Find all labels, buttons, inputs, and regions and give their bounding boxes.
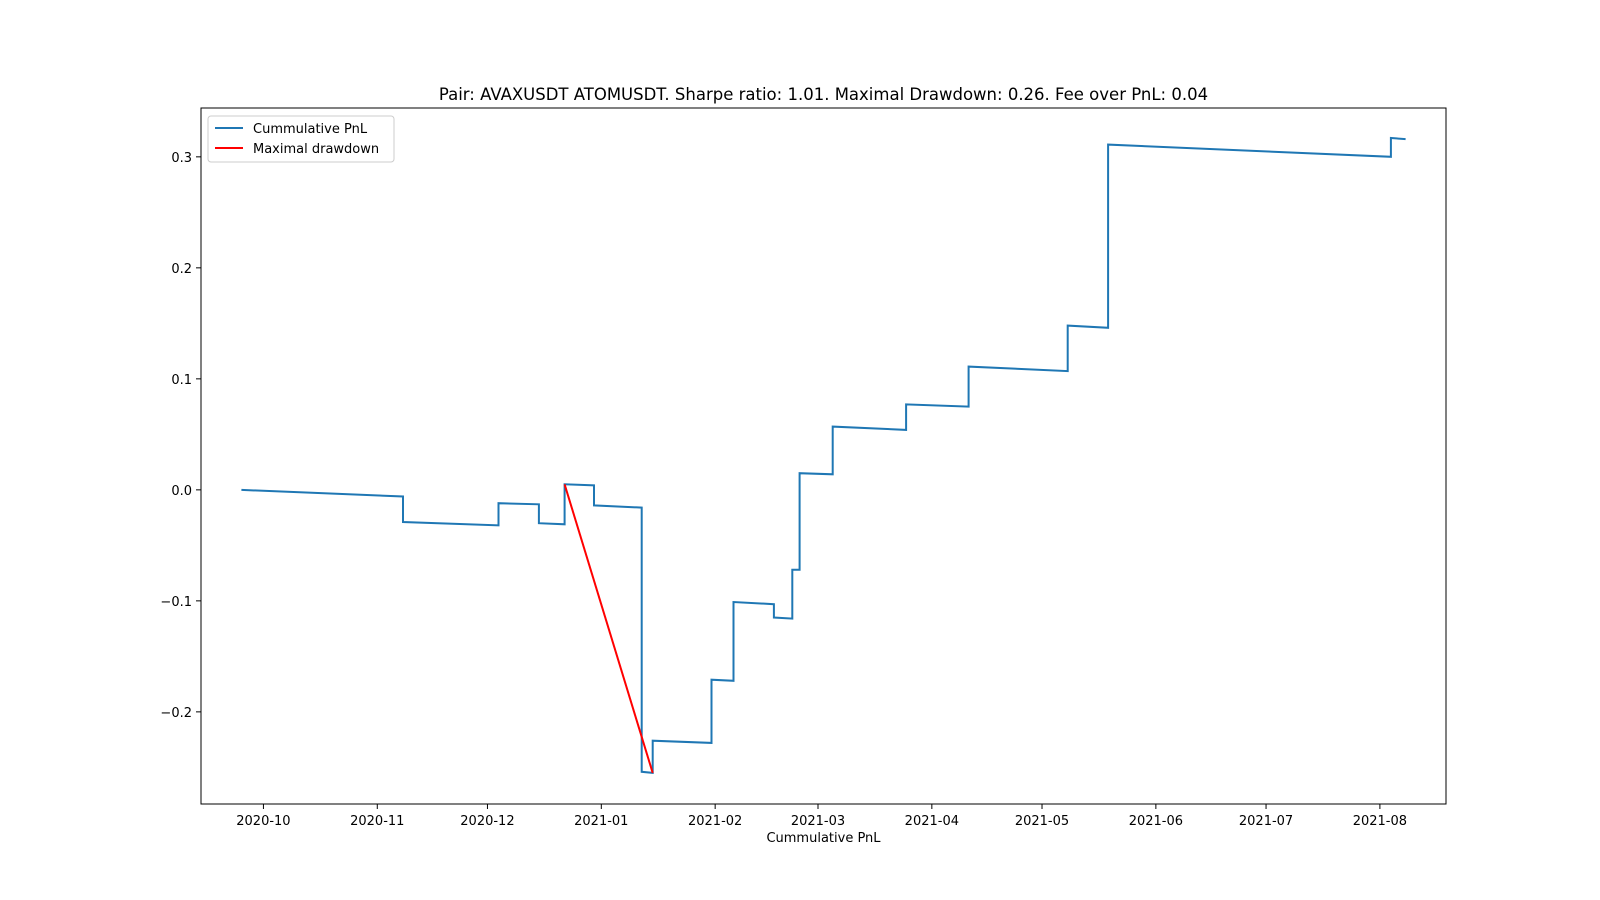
y-axis: 0.3 0.2 0.1 0.0 −0.1 −0.2 bbox=[160, 151, 201, 721]
x-tick-label: 2021-08 bbox=[1353, 814, 1407, 829]
series-line-1 bbox=[563, 484, 654, 774]
x-axis-label: Cummulative PnL bbox=[766, 831, 881, 846]
y-tick-label: −0.1 bbox=[160, 595, 192, 610]
y-tick-label: 0.2 bbox=[171, 262, 192, 277]
chart-title: Pair: AVAXUSDT ATOMUSDT. Sharpe ratio: 1… bbox=[439, 85, 1208, 104]
x-tick-label: 2020-12 bbox=[460, 814, 514, 829]
legend-box bbox=[207, 115, 395, 163]
legend: Cummulative PnL Maximal drawdown bbox=[207, 115, 395, 163]
series-line-0 bbox=[241, 136, 1406, 775]
plot-frame bbox=[200, 107, 1447, 805]
x-axis: 2020-10 2020-11 2020-12 2021-01 2021-02 2021-… bbox=[236, 804, 1407, 829]
y-tick-label: 0.3 bbox=[171, 151, 192, 166]
x-tick-label: 2020-11 bbox=[350, 814, 404, 829]
x-tick-label: 2021-01 bbox=[574, 814, 628, 829]
y-tick-label: 0.1 bbox=[171, 373, 192, 388]
x-tick-label: 2021-07 bbox=[1239, 814, 1293, 829]
x-tick-label: 2021-04 bbox=[905, 814, 959, 829]
x-tick-label: 2021-05 bbox=[1015, 814, 1069, 829]
x-tick-label: 2021-02 bbox=[688, 814, 742, 829]
legend-label-0: Cummulative PnL bbox=[253, 122, 368, 137]
x-tick-label: 2020-10 bbox=[236, 814, 290, 829]
x-tick-label: 2021-06 bbox=[1129, 814, 1183, 829]
y-tick-label: −0.2 bbox=[160, 706, 192, 721]
legend-label-1: Maximal drawdown bbox=[253, 142, 379, 157]
y-tick-label: 0.0 bbox=[171, 484, 192, 499]
plot-area bbox=[241, 136, 1406, 775]
x-tick-label: 2021-03 bbox=[791, 814, 845, 829]
